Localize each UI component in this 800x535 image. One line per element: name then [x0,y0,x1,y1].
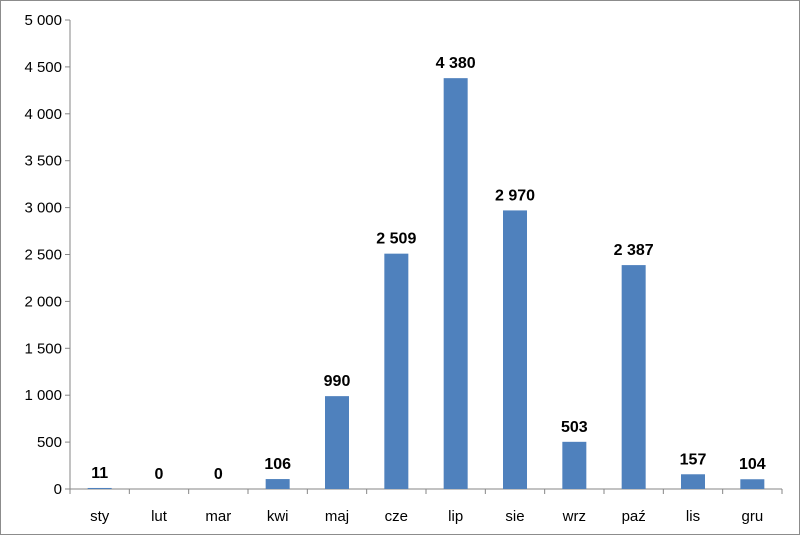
x-tick-label: maj [325,508,349,525]
y-tick-label: 5 000 [24,12,62,29]
data-label: 157 [680,451,707,468]
bar-kwi [265,479,290,489]
data-label: 106 [264,456,291,473]
x-tick-label: mar [205,508,231,525]
y-tick-label: 2 500 [24,247,62,264]
data-label: 2 387 [614,242,654,259]
data-label: 0 [155,466,164,483]
data-labels: 11 0 0 106 990 2 509 4 380 2 970 503 2 387 157 104 [91,55,766,483]
data-label: 2 970 [495,187,535,204]
x-tick-label: sie [505,508,524,525]
bars [87,78,765,489]
x-tick-label: sty [90,508,110,525]
x-tick-label: cze [385,508,408,525]
y-tick-label: 1 500 [24,340,62,357]
x-tick-label: lut [151,508,168,525]
data-label: 0 [214,466,223,483]
y-tick-label: 2 000 [24,293,62,310]
bar-paź [621,265,646,489]
bar-lis [681,474,705,489]
y-tick-label: 0 [54,481,62,498]
data-label: 11 [91,465,108,482]
x-axis-labels: sty lut mar kwi maj cze lip sie wrz paź lis gru [90,508,763,525]
y-axis-ticks: 0 500 1 000 1 500 2 000 2 500 3 000 3 500 4 000 4… [24,12,70,498]
y-tick-label: 4 000 [24,106,62,123]
bar-wrz [562,441,587,489]
data-label: 2 509 [376,231,416,248]
bar-lip [443,78,468,489]
data-label: 104 [739,456,766,473]
data-label: 4 380 [436,55,476,72]
x-tick-label: wrz [562,508,586,525]
bar-gru [740,479,765,489]
x-tick-label: gru [741,508,763,525]
axes [69,20,783,494]
x-tick-label: paź [622,508,646,525]
y-tick-label: 3 000 [24,200,62,217]
bar-sty [87,487,112,489]
bar-sie [503,210,527,489]
x-tick-label: lip [448,508,463,525]
y-tick-label: 4 500 [24,59,62,76]
y-tick-label: 3 500 [24,153,62,170]
y-tick-label: 1 000 [24,387,62,404]
bar-maj [325,396,349,489]
data-label: 990 [324,373,351,390]
data-label: 503 [561,419,588,436]
y-tick-label: 500 [37,434,62,451]
x-tick-label: kwi [267,508,289,525]
bar-cze [384,253,409,489]
x-tick-label: lis [686,508,700,525]
